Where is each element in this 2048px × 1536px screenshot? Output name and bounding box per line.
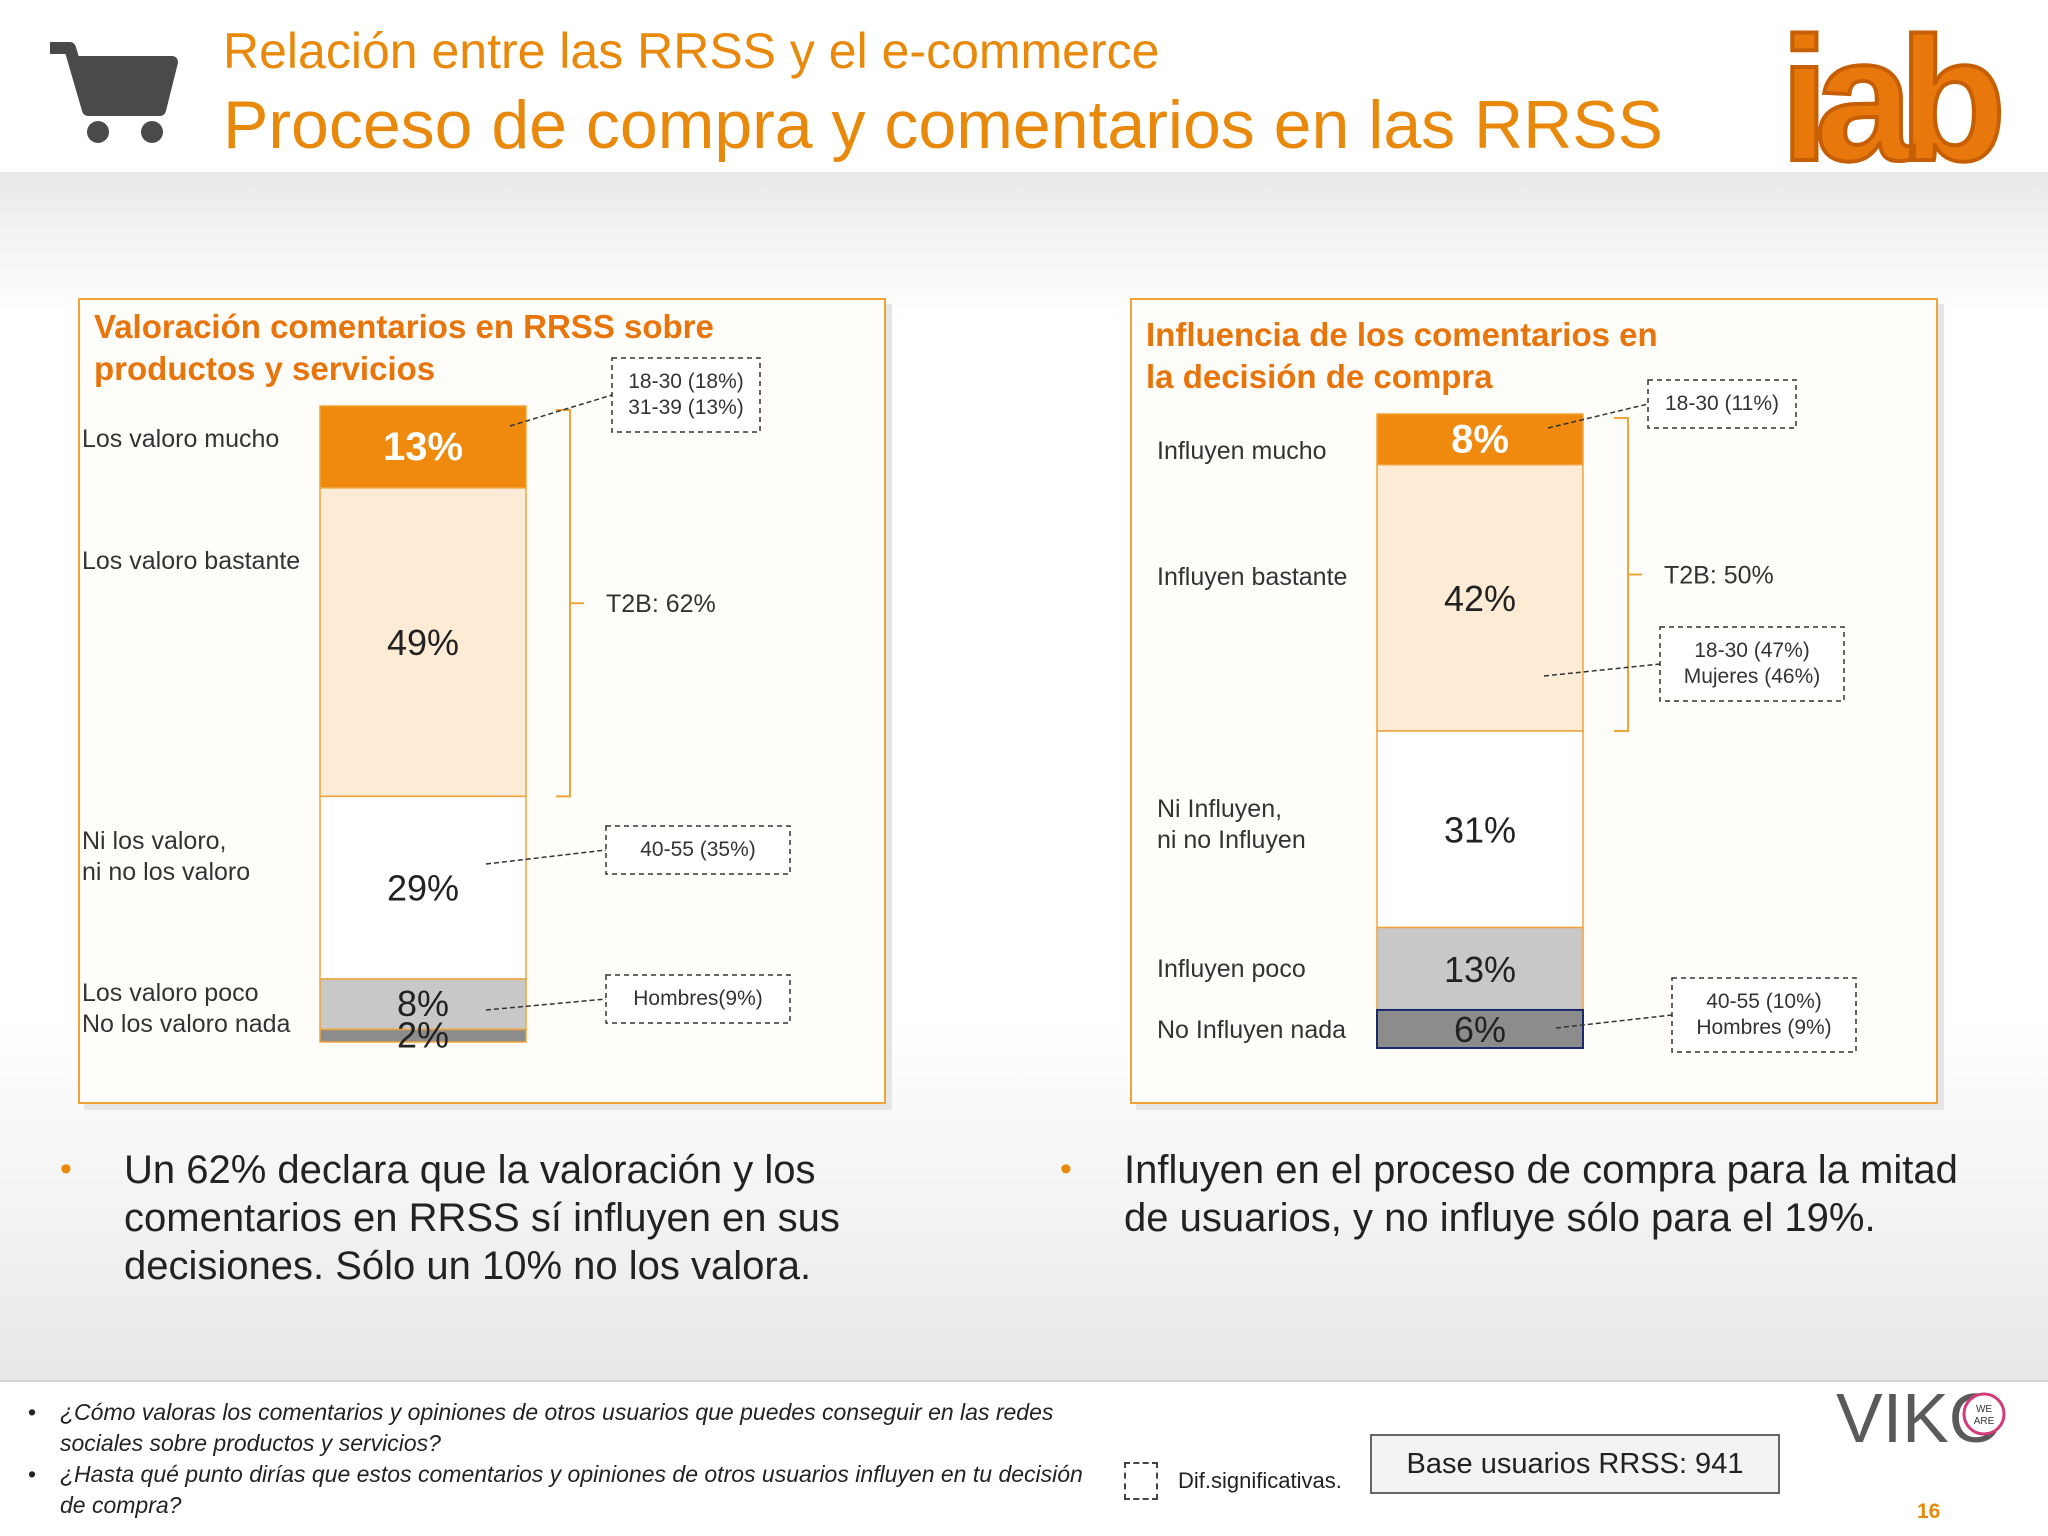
callout-box-2-1 bbox=[1647, 379, 1797, 429]
callout-text-1-2-1: 40-55 (35%) bbox=[640, 838, 756, 861]
left-label-nada: No los valoro nada bbox=[82, 1010, 291, 1038]
left-chart-title: Valoración comentarios en RRSS sobre pro… bbox=[94, 306, 714, 390]
bar-segment-2-2 bbox=[1376, 463, 1584, 732]
value-label-2-1: 8% bbox=[1451, 417, 1509, 461]
left-label-ni-line-2: ni no los valoro bbox=[82, 858, 251, 886]
iab-logo-text: iab bbox=[1780, 20, 2000, 170]
right-label-bastante: Influyen bastante bbox=[1157, 563, 1348, 591]
right-title-line-1: Influencia de los comentarios en bbox=[1146, 316, 1658, 353]
shopping-cart-icon bbox=[50, 42, 178, 143]
left-label-ni-line-1: Ni los valoro, bbox=[82, 827, 227, 855]
callout-box-2-2 bbox=[1659, 626, 1845, 702]
callout-pointer-2-3 bbox=[1555, 1014, 1673, 1029]
bar-segment-1-4 bbox=[319, 978, 527, 1031]
value-label-2-4: 13% bbox=[1444, 949, 1516, 990]
bar-segment-1-3 bbox=[319, 795, 527, 980]
value-label-2-5: 6% bbox=[1454, 1009, 1506, 1050]
survey-question-2: ¿Hasta qué punto dirías que estos coment… bbox=[28, 1459, 1088, 1521]
value-label-1-4: 8% bbox=[397, 983, 449, 1024]
left-label-poco: Los valoro poco bbox=[82, 979, 259, 1007]
right-label-ni-line-1: Ni Influyen, bbox=[1157, 795, 1283, 823]
survey-questions: ¿Cómo valoras los comentarios y opinione… bbox=[28, 1397, 1088, 1521]
right-label-poco: Influyen poco bbox=[1157, 955, 1306, 983]
bracket-1 bbox=[556, 409, 571, 798]
viko-logo: VIKO WE ARE bbox=[1836, 1379, 2006, 1456]
callout-text-1-1-2: 31-39 (13%) bbox=[628, 396, 744, 419]
left-title-line-1: Valoración comentarios en RRSS sobre bbox=[94, 308, 714, 345]
bar-segment-2-3 bbox=[1376, 730, 1584, 929]
right-label-ni-line-2: ni no Influyen bbox=[1157, 826, 1306, 854]
bar-segment-1-5 bbox=[319, 1028, 527, 1043]
right-label-ni: Ni Influyen, ni no Influyen bbox=[1157, 794, 1306, 856]
value-label-1-3: 29% bbox=[387, 868, 459, 909]
callout-pointer-2-1 bbox=[1547, 403, 1649, 429]
right-title-line-2: la decisión de compra bbox=[1146, 358, 1493, 395]
right-label-nada: No Influyen nada bbox=[1157, 1016, 1347, 1044]
dashed-legend-icon bbox=[1124, 1462, 1158, 1500]
bullet-left: Un 62% declara que la valoración y los c… bbox=[124, 1148, 840, 1288]
left-label-mucho: Los valoro mucho bbox=[82, 425, 280, 453]
bar-segment-2-4 bbox=[1376, 926, 1584, 1011]
callout-box-1-1 bbox=[611, 357, 761, 433]
page-title: Proceso de compra y comentarios en las R… bbox=[223, 87, 1663, 163]
bracket-label-2: T2B: 50% bbox=[1664, 562, 1774, 590]
value-label-2-2: 42% bbox=[1444, 578, 1516, 619]
bar-segment-2-5 bbox=[1376, 1008, 1584, 1050]
page-number: 16 bbox=[1917, 1500, 1941, 1523]
callout-text-2-3-1: 40-55 (10%) bbox=[1706, 990, 1822, 1013]
value-label-1-1: 13% bbox=[383, 425, 463, 469]
legend-text: Dif.significativas. bbox=[1178, 1468, 1342, 1493]
left-title-line-2: productos y servicios bbox=[94, 350, 436, 387]
callout-text-1-1-1: 18-30 (18%) bbox=[628, 370, 744, 393]
iab-logo: iab bbox=[1780, 20, 2010, 170]
bullet-right: Influyen en el proceso de compra para la… bbox=[1124, 1148, 1958, 1240]
right-chart-title: Influencia de los comentarios en la deci… bbox=[1146, 314, 1658, 398]
bullet-dot-left: • bbox=[60, 1150, 72, 1188]
header-subtitle: Relación entre las RRSS y el e-commerce bbox=[223, 23, 1160, 79]
left-label-bastante: Los valoro bastante bbox=[82, 547, 301, 575]
callout-box-1-2 bbox=[605, 825, 791, 875]
right-label-mucho: Influyen mucho bbox=[1157, 437, 1327, 465]
viko-badge-we: WE bbox=[1976, 1404, 1992, 1415]
callout-pointer-2-2 bbox=[1543, 663, 1661, 677]
viko-badge-are: ARE bbox=[1974, 1416, 1995, 1427]
bracket-label-1: T2B: 62% bbox=[606, 590, 716, 618]
callout-text-2-1-1: 18-30 (11%) bbox=[1665, 392, 1779, 415]
callout-text-1-3-1: Hombres(9%) bbox=[633, 987, 763, 1010]
value-label-1-2: 49% bbox=[387, 622, 459, 663]
bar-segment-1-2 bbox=[319, 487, 527, 798]
bracket-2 bbox=[1614, 417, 1629, 732]
left-label-ni: Ni los valoro, ni no los valoro bbox=[82, 826, 250, 888]
callout-text-2-3-2: Hombres (9%) bbox=[1696, 1016, 1831, 1039]
callout-box-1-3 bbox=[605, 974, 791, 1024]
survey-question-1: ¿Cómo valoras los comentarios y opinione… bbox=[28, 1397, 1088, 1459]
value-label-1-5: 2% bbox=[397, 1014, 449, 1055]
callout-text-2-2-1: 18-30 (47%) bbox=[1694, 639, 1810, 662]
footer-divider bbox=[0, 1380, 2048, 1382]
callout-pointer-1-1 bbox=[509, 394, 613, 427]
bullet-dot-right: • bbox=[1060, 1150, 1072, 1188]
callout-pointer-1-2 bbox=[485, 849, 607, 865]
value-label-2-3: 31% bbox=[1444, 809, 1516, 850]
callout-text-2-2-2: Mujeres (46%) bbox=[1684, 665, 1821, 688]
callout-box-2-3 bbox=[1671, 977, 1857, 1053]
base-users-box: Base usuarios RRSS: 941 bbox=[1370, 1434, 1780, 1494]
callout-pointer-1-3 bbox=[485, 998, 607, 1011]
